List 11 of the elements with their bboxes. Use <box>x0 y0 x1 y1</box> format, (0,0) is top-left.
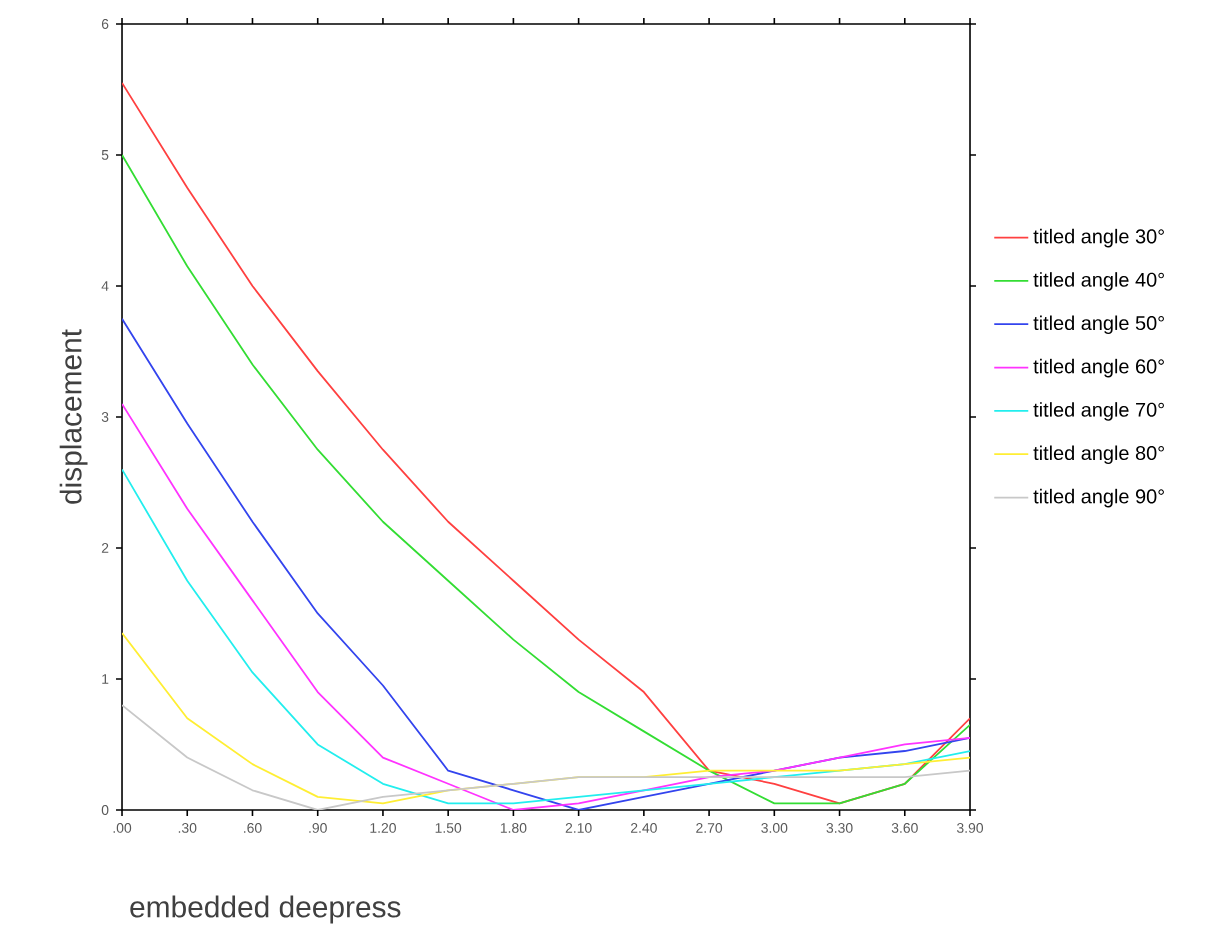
legend-label: titled angle 50° <box>1033 315 1164 335</box>
y-axis-title: displacement <box>59 329 88 504</box>
legend-label: titled angle 60° <box>1033 358 1164 378</box>
legend-label: titled angle 30° <box>1033 228 1164 248</box>
legend-label: titled angle 70° <box>1033 402 1164 421</box>
line-series <box>122 402 971 810</box>
legend-label: titled angle 40° <box>1033 272 1164 291</box>
line-series <box>122 468 971 805</box>
x-axis-title: embedded deepress <box>130 895 401 924</box>
legend-label: titled angle 90° <box>1033 488 1164 508</box>
legend-label: titled angle 80° <box>1033 445 1164 465</box>
